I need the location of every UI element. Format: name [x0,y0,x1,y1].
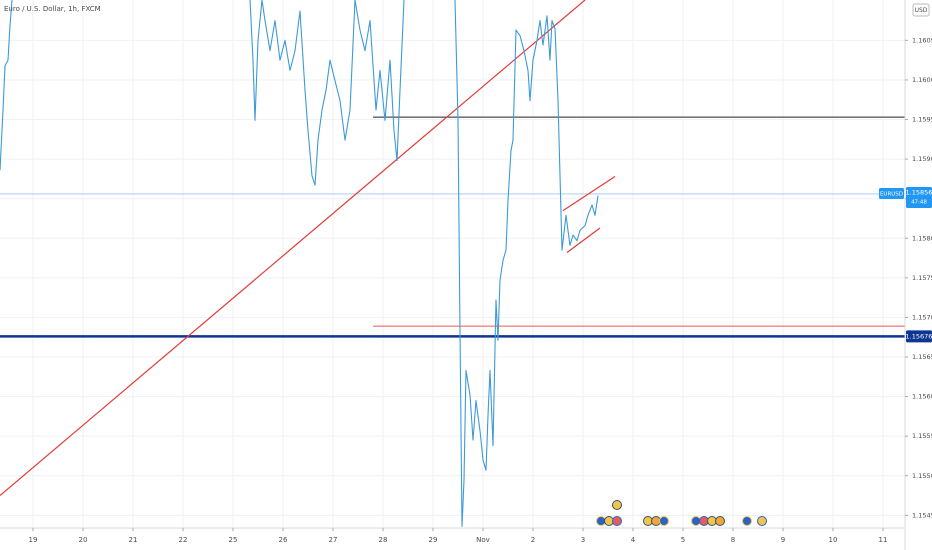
x-tick-label: 10 [829,536,838,544]
y-tick-label: 1.15700 [912,313,932,321]
x-tick-label: 25 [229,536,238,544]
x-tick-label: 28 [379,536,388,544]
x-tick-label: 5 [681,536,685,544]
x-tick-label: 26 [279,536,288,544]
grid [0,0,905,528]
y-tick-label: 1.15650 [912,353,932,361]
x-tick-label: 27 [329,536,338,544]
x-tick-label: 20 [79,536,88,544]
x-tick-label: 4 [631,536,636,544]
price-label: 1.15856 [906,188,932,196]
x-tick-label: 19 [29,536,38,544]
x-tick-label: 29 [429,536,438,544]
x-tick-label: 9 [781,536,785,544]
y-tick-label: 1.15950 [912,116,932,124]
event-icon [757,516,767,526]
event-icon [612,500,622,510]
y-tick-label: 1.16050 [912,36,932,44]
event-icon [659,516,669,526]
level-label-box [906,330,932,343]
y-tick-label: 1.15550 [912,432,932,440]
x-tick-label: 21 [129,536,138,544]
x-tick-label: 11 [879,536,888,544]
y-tick-label: 1.16000 [912,76,932,84]
trend-line [566,227,601,254]
x-tick-label: 8 [731,536,735,544]
trend-line [0,0,586,496]
countdown-label: 47:48 [911,199,927,205]
y-tick-label: 1.15750 [912,274,932,282]
chart-title: Euro / U.S. Dollar, 1h, FXCM [4,5,101,13]
y-tick-label: 1.15450 [912,511,932,519]
y-tick-label: 1.15500 [912,472,932,480]
axes: 1.160501.160001.159501.159001.158501.158… [29,36,932,544]
level-label: 1.15676 [906,332,932,340]
x-tick-label: 22 [179,536,188,544]
price-line [0,0,599,527]
y-tick-label: 1.15800 [912,234,932,242]
x-tick-label: 2 [531,536,535,544]
price-label-box [906,186,932,208]
y-tick-label: 1.15900 [912,155,932,163]
symbol-label-box [879,187,904,199]
currency-box [912,3,930,17]
symbol-label: EURUSD [880,191,903,197]
x-tick-label: Nov [476,536,490,544]
x-tick-label: 3 [581,536,585,544]
event-icon [742,516,752,526]
y-tick-label: 1.15600 [912,393,932,401]
currency: USD [915,7,928,14]
event-icon [612,516,622,526]
event-icon [715,516,725,526]
event-icons [596,500,767,526]
trend-line [562,176,616,212]
plot-area [0,0,905,527]
